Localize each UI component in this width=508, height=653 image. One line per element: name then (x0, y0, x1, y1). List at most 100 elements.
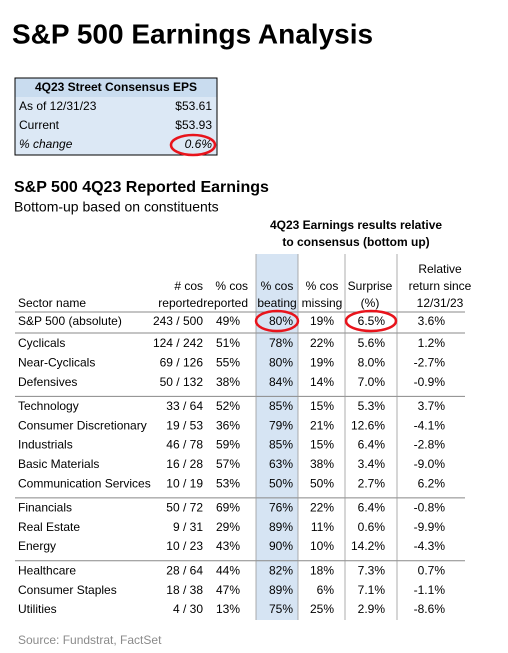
cell: 52% (216, 399, 240, 413)
cell: 69% (216, 501, 240, 515)
cell: 21% (310, 418, 334, 432)
eps-header-bg (15, 78, 217, 97)
column-header: Relative (418, 262, 462, 276)
column-header: % cos (261, 279, 294, 293)
cell: 28 / 64 (166, 563, 203, 577)
row-label: Industrials (18, 438, 73, 452)
cell: 5.3% (358, 399, 386, 413)
cell: 14% (310, 375, 334, 389)
row-label: Healthcare (18, 563, 76, 577)
row-label: Cyclicals (18, 336, 65, 350)
cell: 7.3% (358, 563, 386, 577)
eps-label: As of 12/31/23 (19, 99, 97, 113)
section-subtitle: Bottom-up based on constituents (14, 199, 219, 215)
row-label: Energy (18, 539, 56, 553)
cell: 82% (269, 563, 293, 577)
cell: 5.6% (358, 336, 386, 350)
cell: 7.1% (358, 583, 386, 597)
cell: 18% (310, 563, 334, 577)
row-label: Utilities (18, 602, 57, 616)
cell: 19% (310, 355, 334, 369)
cell: 12.6% (351, 418, 385, 432)
row-label: S&P 500 (absolute) (18, 314, 122, 328)
cell: -0.8% (414, 501, 446, 515)
column-header: Surprise (348, 279, 393, 293)
row-label: Consumer Staples (18, 583, 117, 597)
cell: 11% (311, 520, 334, 534)
eps-box (14, 77, 218, 156)
cell: 15% (310, 399, 334, 413)
cell: 80% (269, 355, 293, 369)
cell: 75% (269, 602, 293, 616)
cell: 43% (216, 539, 240, 553)
cell: 57% (216, 457, 240, 471)
group-header: to consensus (bottom up) (282, 235, 429, 249)
cell: 3.4% (358, 457, 386, 471)
cell: -1.1% (414, 583, 446, 597)
cell: -4.3% (414, 539, 446, 553)
cell: 14.2% (351, 539, 385, 553)
cell: 15% (310, 438, 334, 452)
row-label: Real Estate (18, 520, 80, 534)
cell: 22% (310, 501, 334, 515)
cell: -2.8% (414, 438, 446, 452)
cell: 13% (216, 602, 240, 616)
cell: 47% (216, 583, 240, 597)
group-header: 4Q23 Earnings results relative (270, 218, 442, 232)
cell: 0.6% (358, 520, 386, 534)
cell: 29% (216, 520, 240, 534)
row-label: Near-Cyclicals (18, 355, 95, 369)
section-title: S&P 500 4Q23 Reported Earnings (14, 179, 269, 196)
cell: 10 / 19 (166, 476, 203, 490)
highlight-circle (169, 133, 217, 157)
cell: 7.0% (358, 375, 386, 389)
cell: 89% (269, 520, 293, 534)
cell: 46 / 78 (166, 438, 203, 452)
cell: 50 / 132 (160, 375, 204, 389)
cell: 1.2% (418, 336, 446, 350)
row-label: Communication Services (18, 476, 151, 490)
cell: 19% (310, 314, 334, 328)
cell: 3.6% (418, 314, 446, 328)
cell: 50 / 72 (166, 501, 203, 515)
eps-value: 0.6% (185, 137, 213, 151)
cell: 6% (317, 583, 335, 597)
cell: 84% (269, 375, 293, 389)
column-header: reported (203, 296, 248, 310)
cell: 16 / 28 (166, 457, 203, 471)
cell: 22% (310, 336, 334, 350)
cell: -2.7% (414, 355, 446, 369)
eps-body-bg (15, 97, 217, 155)
cell: 3.7% (418, 399, 446, 413)
cell: 0.7% (418, 563, 446, 577)
cell: 6.4% (358, 501, 386, 515)
eps-value: $53.61 (175, 99, 212, 113)
column-header: missing (302, 296, 343, 310)
row-label: Technology (18, 399, 79, 413)
cell: 124 / 242 (153, 336, 203, 350)
row-label: Financials (18, 501, 72, 515)
cell: -0.9% (414, 375, 446, 389)
column-header: % cos (306, 279, 339, 293)
column-header: return since (409, 279, 472, 293)
cell: 85% (269, 438, 293, 452)
cell: -8.6% (414, 602, 446, 616)
cell: 85% (269, 399, 293, 413)
cell: 4 / 30 (173, 602, 203, 616)
cell: 90% (269, 539, 293, 553)
column-header: % cos (215, 279, 248, 293)
cell: 25% (310, 602, 334, 616)
cell: 63% (269, 457, 293, 471)
cell: 78% (269, 336, 293, 350)
column-header: # cos (174, 279, 203, 293)
column-header: Sector name (18, 296, 86, 310)
cell: 2.9% (358, 602, 386, 616)
cell: 55% (216, 355, 240, 369)
cell: 50% (269, 476, 293, 490)
page-title: S&P 500 Earnings Analysis (12, 18, 373, 49)
cell: 44% (216, 563, 240, 577)
column-header: reported (158, 296, 203, 310)
cell: 243 / 500 (153, 314, 203, 328)
cell: 80% (269, 314, 293, 328)
cell: 50% (310, 476, 334, 490)
